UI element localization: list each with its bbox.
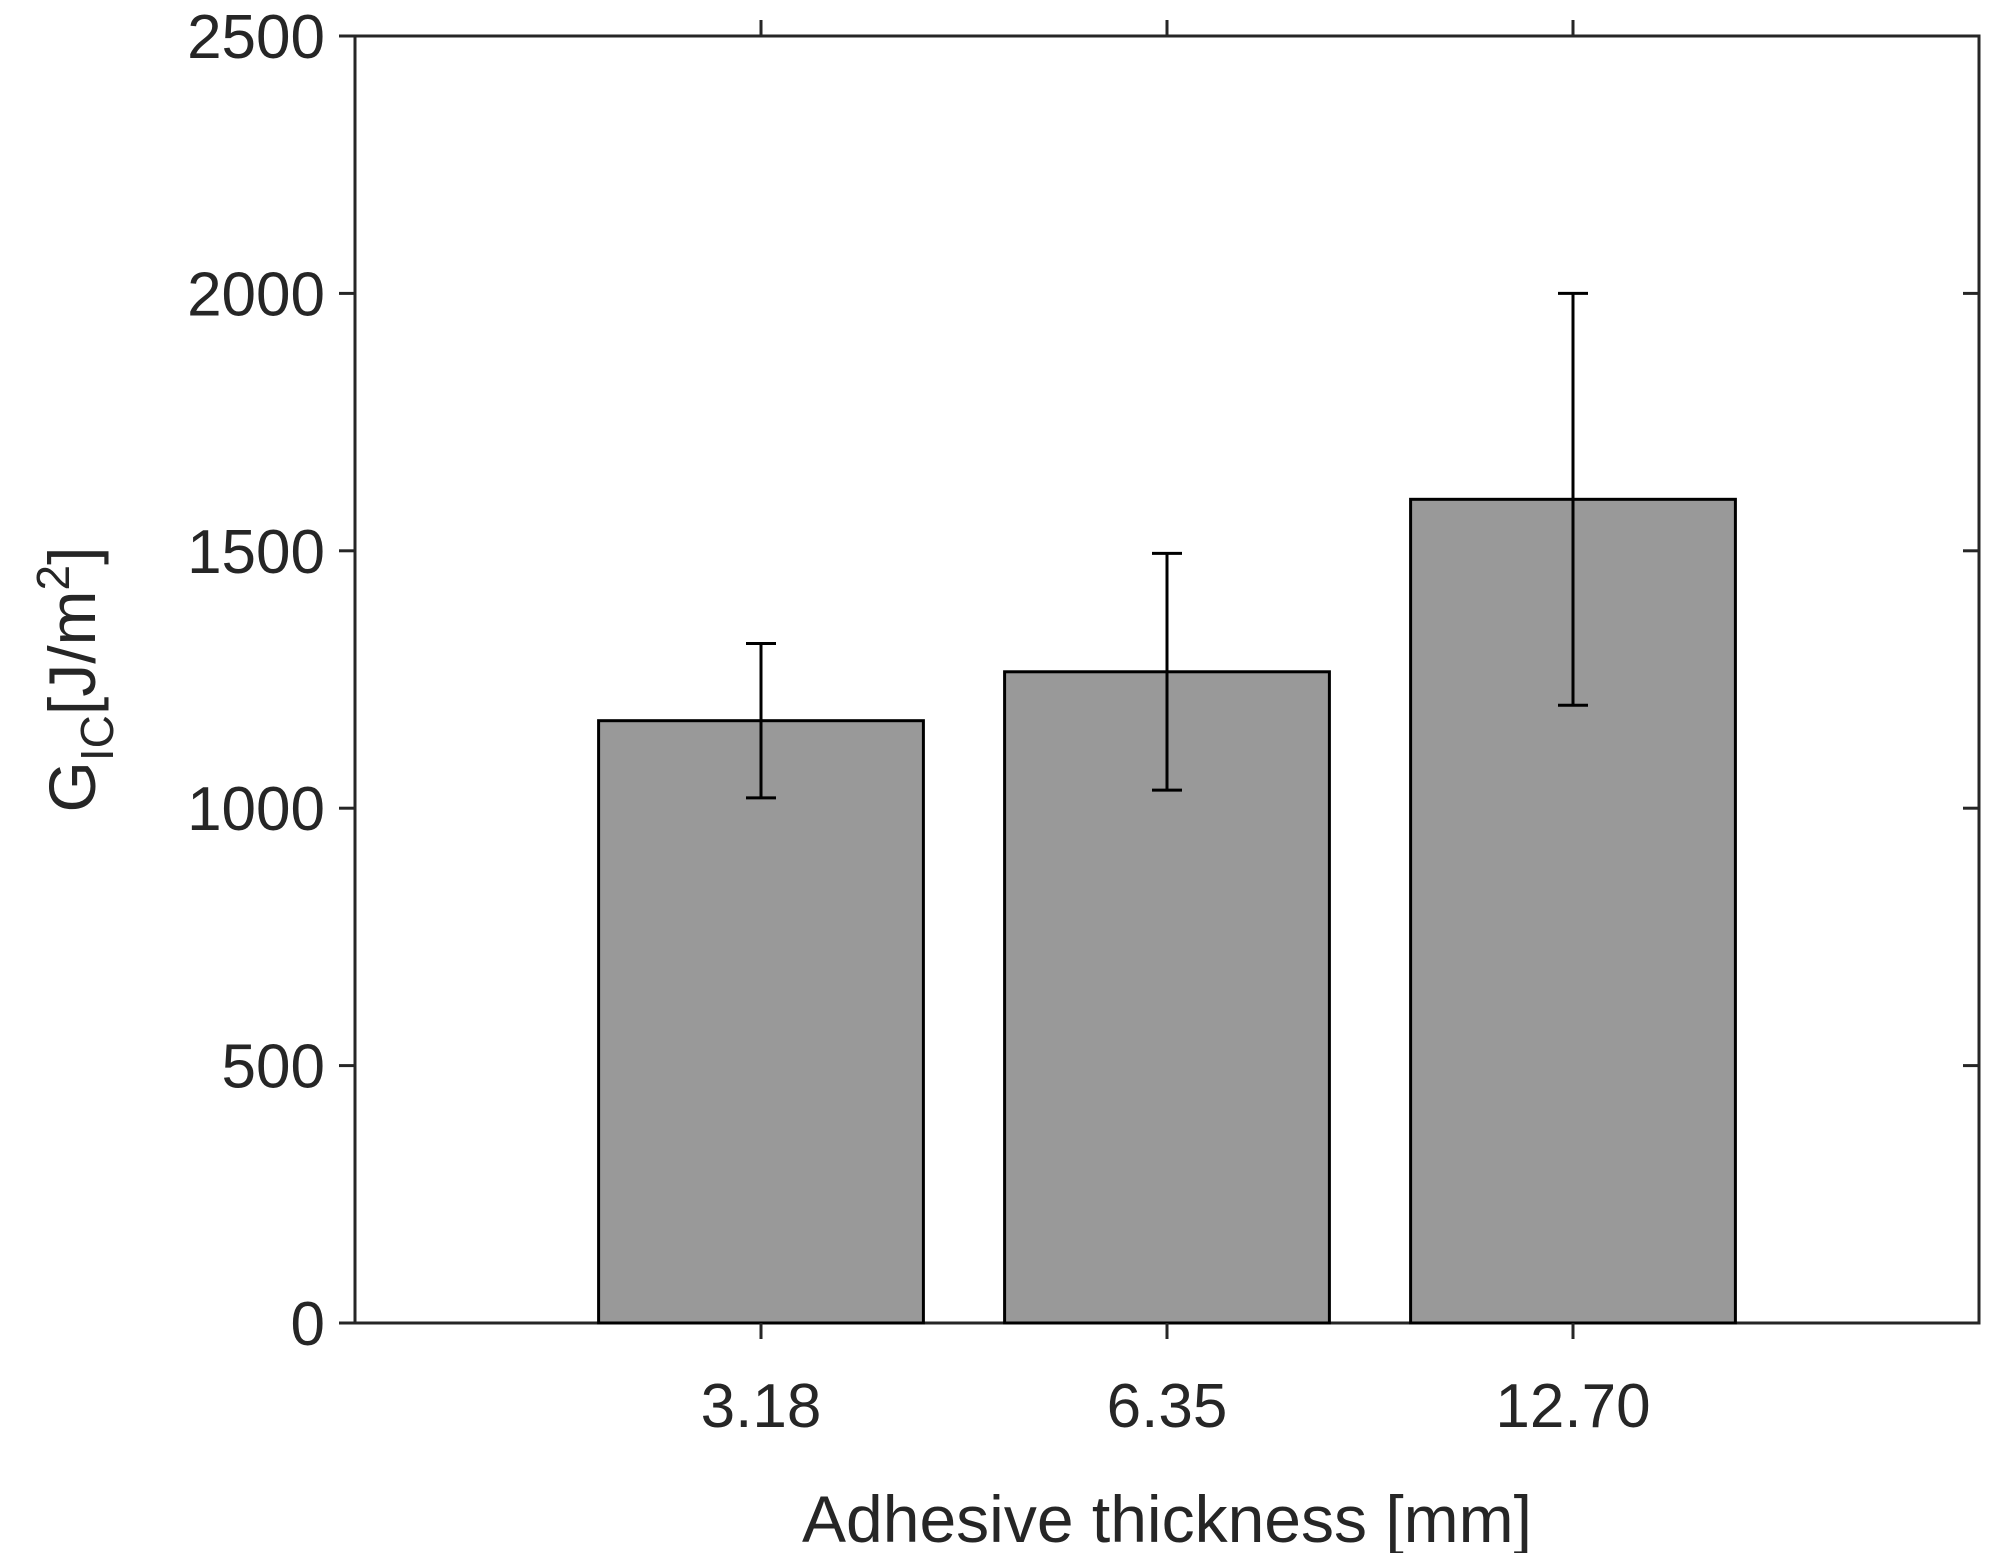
ticks-layer: [339, 20, 1979, 1339]
x-axis-title: Adhesive thickness [mm]: [802, 1482, 1532, 1553]
y-tick-label: 500: [222, 1033, 325, 1102]
y-axis-title-unit: [J/m: [35, 590, 109, 715]
x-tick-label: 6.35: [1107, 1372, 1228, 1441]
x-tick-label: 12.70: [1495, 1372, 1650, 1441]
x-tick-label: 3.18: [701, 1372, 822, 1441]
y-axis-title: GIC[J/m2]: [27, 547, 123, 813]
bar-3.18: [597, 719, 925, 1325]
y-axis-title-subscript: IC: [71, 715, 123, 761]
error-bars-layer: [746, 291, 1588, 800]
y-tick-label: 2500: [187, 3, 325, 72]
y-tick-label: 0: [291, 1290, 325, 1359]
labels-layer: Adhesive thickness [mm] GIC[J/m2] 0 500 10…: [27, 3, 1651, 1553]
y-axis-title-base: G: [35, 761, 109, 812]
y-axis-title-superscript: 2: [27, 565, 79, 591]
y-tick-label: 1500: [187, 518, 325, 587]
y-tick-label: 1000: [187, 775, 325, 844]
y-axis-title-unit-close: ]: [35, 547, 109, 565]
y-tick-label: 2000: [187, 260, 325, 329]
